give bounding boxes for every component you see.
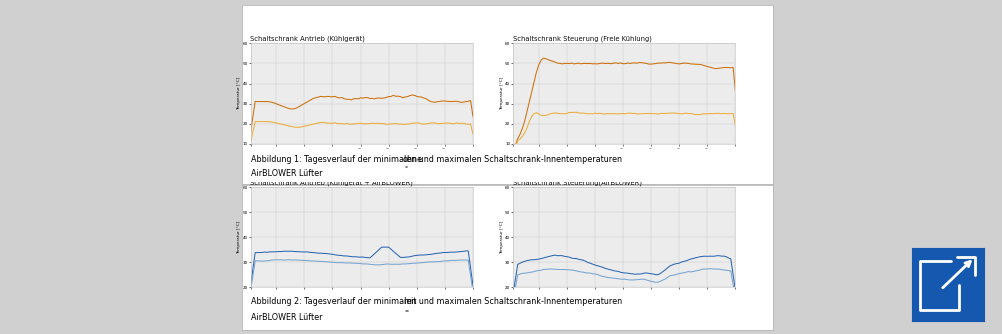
- X-axis label: Uhrzeit: Uhrzeit: [616, 303, 632, 307]
- Y-axis label: Temperatur [°C]: Temperatur [°C]: [500, 77, 504, 110]
- X-axis label: Uhrzeit: Uhrzeit: [354, 303, 370, 307]
- Text: AirBLOWER Lüfter: AirBLOWER Lüfter: [250, 313, 323, 322]
- Y-axis label: Temperatur [°C]: Temperatur [°C]: [237, 77, 241, 110]
- Text: Schaltschrank Antrieb (Kühlgerät): Schaltschrank Antrieb (Kühlgerät): [250, 36, 366, 42]
- Text: Schaltschrank Steuerung (Freie Kühlung): Schaltschrank Steuerung (Freie Kühlung): [513, 36, 652, 42]
- Text: Abbildung 1: Tagesverlauf der minimalen und maximalen Schaltschrank-Innentempera: Abbildung 1: Tagesverlauf der minimalen …: [250, 155, 624, 164]
- Text: Schaltschrank Steuerung(AirBLOWER): Schaltschrank Steuerung(AirBLOWER): [513, 179, 642, 186]
- Y-axis label: Temperatur [°C]: Temperatur [°C]: [237, 220, 241, 254]
- X-axis label: Uhrzeit: Uhrzeit: [354, 160, 370, 164]
- X-axis label: Uhrzeit: Uhrzeit: [616, 160, 632, 164]
- Text: Schaltschrank Antrieb (Kühlgerät + AirBLOWER): Schaltschrank Antrieb (Kühlgerät + AirBL…: [250, 179, 414, 186]
- Text: AirBLOWER Lüfter: AirBLOWER Lüfter: [250, 169, 323, 178]
- Text: mit: mit: [403, 297, 417, 306]
- Text: Abbildung 2: Tagesverlauf der minimalen und maximalen Schaltschrank-Innentempera: Abbildung 2: Tagesverlauf der minimalen …: [250, 297, 624, 306]
- Y-axis label: Temperatur [°C]: Temperatur [°C]: [500, 220, 504, 254]
- Text: ohne: ohne: [403, 155, 423, 164]
